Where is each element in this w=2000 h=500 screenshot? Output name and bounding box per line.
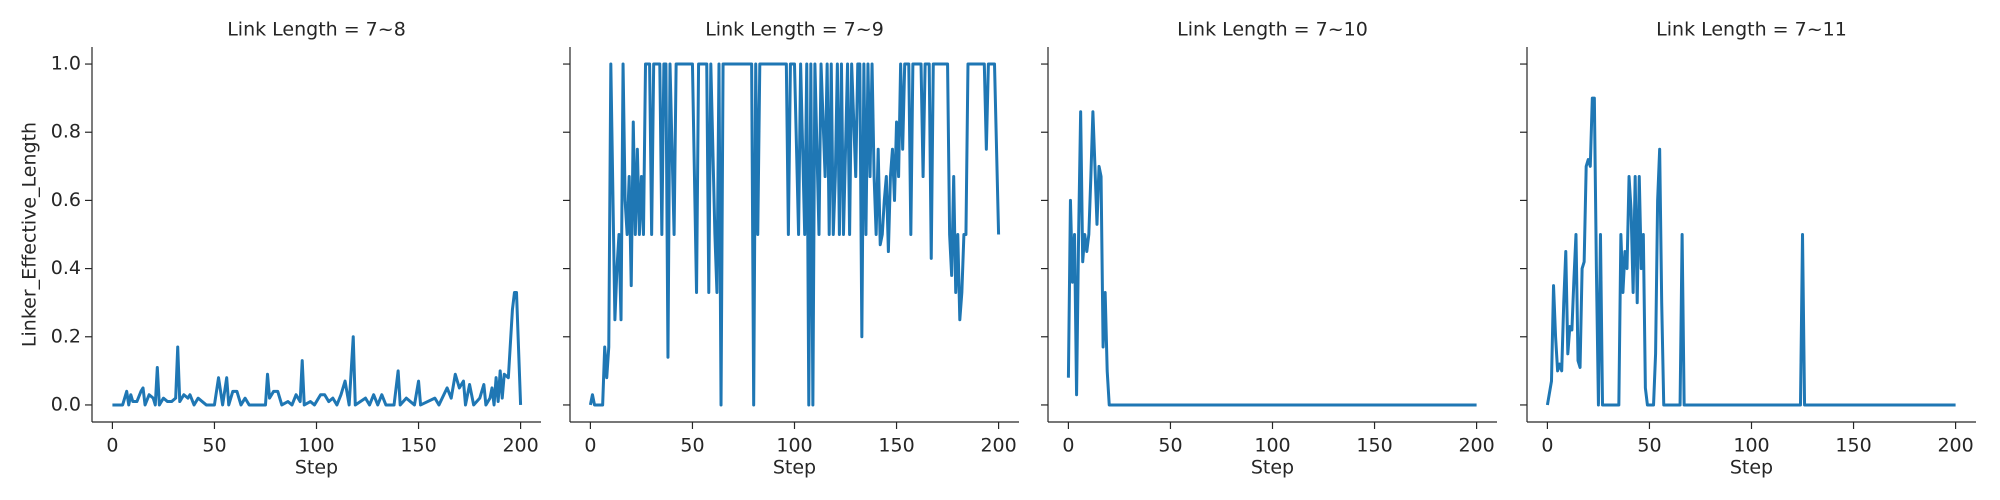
- y-tick-label: 0.6: [51, 189, 81, 211]
- y-tick-label: 0.4: [51, 257, 81, 279]
- x-tick-label: 50: [680, 435, 704, 457]
- panel-title: Link Length = 7~9: [705, 19, 884, 41]
- y-tick-label: 1.0: [51, 53, 81, 75]
- x-tick-label: 0: [106, 435, 118, 457]
- x-tick-label: 100: [1733, 435, 1769, 457]
- x-tick-label: 50: [202, 435, 226, 457]
- panel-title: Link Length = 7~8: [227, 19, 406, 41]
- x-tick-label: 200: [1458, 435, 1494, 457]
- x-tick-label: 100: [776, 435, 812, 457]
- data-line: [112, 290, 523, 407]
- x-axis-label: Step: [1730, 457, 1773, 479]
- y-axis-label: Linker_Effective_Length: [19, 122, 41, 347]
- y-tick-label: 0.0: [51, 393, 81, 415]
- x-tick-label: 0: [584, 435, 596, 457]
- x-tick-label: 150: [1835, 435, 1871, 457]
- x-tick-label: 150: [878, 435, 914, 457]
- x-tick-label: 100: [298, 435, 334, 457]
- x-tick-label: 50: [1158, 435, 1182, 457]
- panel-title: Link Length = 7~11: [1656, 19, 1847, 41]
- data-line: [1545, 96, 1956, 407]
- y-tick-label: 0.8: [51, 121, 81, 143]
- x-axis-label: Step: [295, 457, 338, 479]
- data-line: [1066, 110, 1477, 407]
- x-tick-label: 200: [980, 435, 1016, 457]
- x-tick-label: 0: [1062, 435, 1074, 457]
- y-tick-label: 0.2: [51, 325, 81, 347]
- x-tick-label: 0: [1541, 435, 1553, 457]
- panel-title: Link Length = 7~10: [1177, 19, 1368, 41]
- data-line: [588, 62, 1001, 407]
- x-axis-label: Step: [773, 457, 816, 479]
- x-tick-label: 150: [1356, 435, 1392, 457]
- x-tick-label: 50: [1637, 435, 1661, 457]
- x-tick-label: 200: [1937, 435, 1973, 457]
- x-tick-label: 200: [502, 435, 538, 457]
- x-tick-label: 100: [1254, 435, 1290, 457]
- x-tick-label: 150: [400, 435, 436, 457]
- x-axis-label: Step: [1251, 457, 1294, 479]
